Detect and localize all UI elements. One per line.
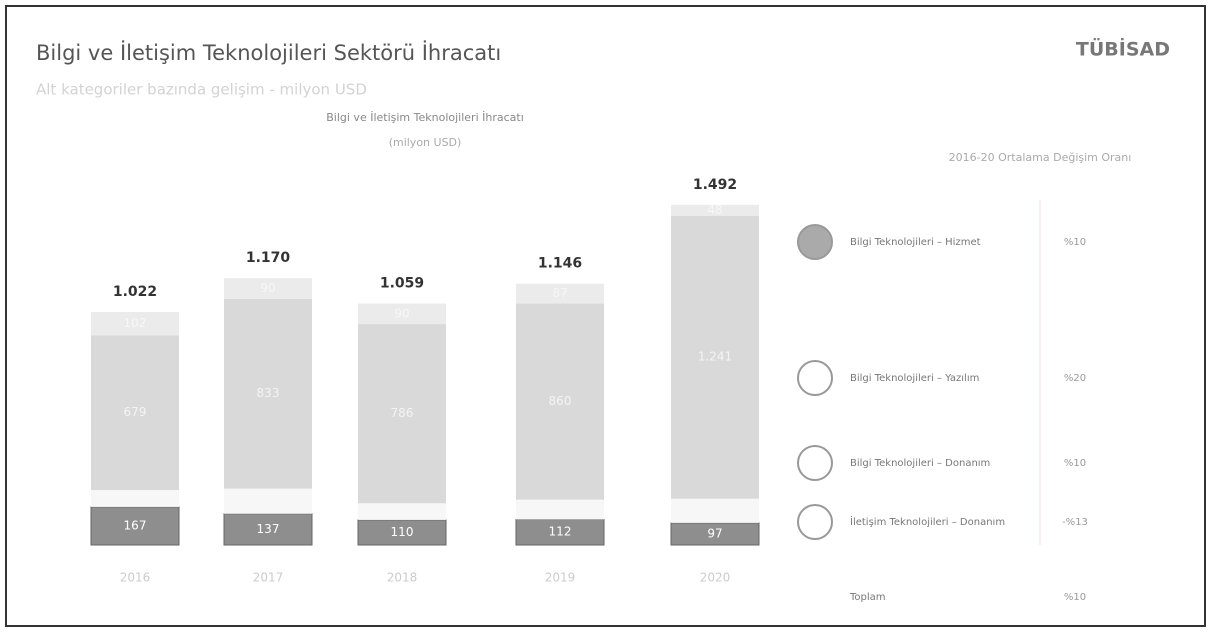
change-value: %20 xyxy=(1064,373,1086,384)
category-icon xyxy=(797,360,833,396)
segment-label: 786 xyxy=(391,406,414,420)
frame xyxy=(5,5,1206,627)
bar-segment xyxy=(515,518,605,546)
bar-segment xyxy=(223,513,313,546)
bar-segment xyxy=(224,278,312,299)
total-label: 1.022 xyxy=(113,284,157,300)
chart-subtitle: (milyon USD) xyxy=(389,136,462,149)
segment-label: 110 xyxy=(391,525,414,539)
x-tick-label: 2018 xyxy=(387,571,418,585)
change-value: -%13 xyxy=(1062,517,1088,528)
change-value: %10 xyxy=(1064,237,1086,248)
segment-label: 112 xyxy=(549,525,572,539)
bar-segment xyxy=(671,215,759,499)
bar-segment xyxy=(91,490,179,507)
change-name: İletişim Teknolojileri – Donanım xyxy=(850,515,1005,528)
category-icon xyxy=(797,445,833,481)
change-title: 2016-20 Ortalama Değişim Oranı xyxy=(949,151,1132,164)
segment-label: 137 xyxy=(257,522,280,536)
segment-label: 860 xyxy=(549,394,572,408)
x-tick-label: 2017 xyxy=(253,571,284,585)
segment-label: 1.241 xyxy=(698,350,732,364)
bar-segment xyxy=(90,506,180,546)
bar-segment xyxy=(358,303,446,325)
bar-segment xyxy=(91,311,179,336)
chart-title: Bilgi ve İletişim Teknolojileri İhracatı xyxy=(326,111,524,124)
segment-label: 167 xyxy=(124,518,147,532)
bar-segment xyxy=(516,499,604,520)
total-label: 1.146 xyxy=(538,256,582,272)
category-icon xyxy=(797,504,833,540)
total-label: 1.492 xyxy=(693,177,737,193)
total-label: 1.170 xyxy=(246,250,291,266)
segment-label: 833 xyxy=(257,386,280,400)
bar-segment xyxy=(516,283,604,304)
bar-segment xyxy=(224,298,312,489)
bar-segment xyxy=(358,324,446,504)
x-tick-label: 2016 xyxy=(120,571,151,585)
total-label: 1.059 xyxy=(380,276,424,292)
category-icon xyxy=(797,224,833,260)
slide-title: Bilgi ve İletişim Teknolojileri Sektörü … xyxy=(36,40,501,65)
segment-label: 102 xyxy=(124,316,147,330)
bar-segment xyxy=(224,488,312,514)
x-tick-label: 2020 xyxy=(700,571,731,585)
segment-label: 679 xyxy=(124,405,147,419)
bar-segment xyxy=(91,335,179,491)
segment-label: 87 xyxy=(552,286,567,300)
bar-segment xyxy=(671,204,759,216)
change-name: Toplam xyxy=(849,592,886,603)
bar-segment xyxy=(516,303,604,500)
bar-segment xyxy=(358,503,446,520)
segment-label: 90 xyxy=(394,306,409,320)
x-tick-label: 2019 xyxy=(545,571,576,585)
slide-subtitle: Alt kategoriler bazında gelişim - milyon… xyxy=(36,81,367,99)
change-name: Bilgi Teknolojileri – Yazılım xyxy=(850,373,979,384)
segment-label: 48 xyxy=(707,203,722,217)
segment-label: 97 xyxy=(707,526,722,540)
change-name: Bilgi Teknolojileri – Hizmet xyxy=(850,237,981,248)
bar-segment xyxy=(671,498,759,523)
change-name: Bilgi Teknolojileri – Donanım xyxy=(850,458,990,469)
segment-label: 90 xyxy=(260,281,275,295)
change-value: %10 xyxy=(1064,592,1086,603)
logo: TÜBİSAD xyxy=(1076,37,1170,61)
change-value: %10 xyxy=(1064,458,1086,469)
